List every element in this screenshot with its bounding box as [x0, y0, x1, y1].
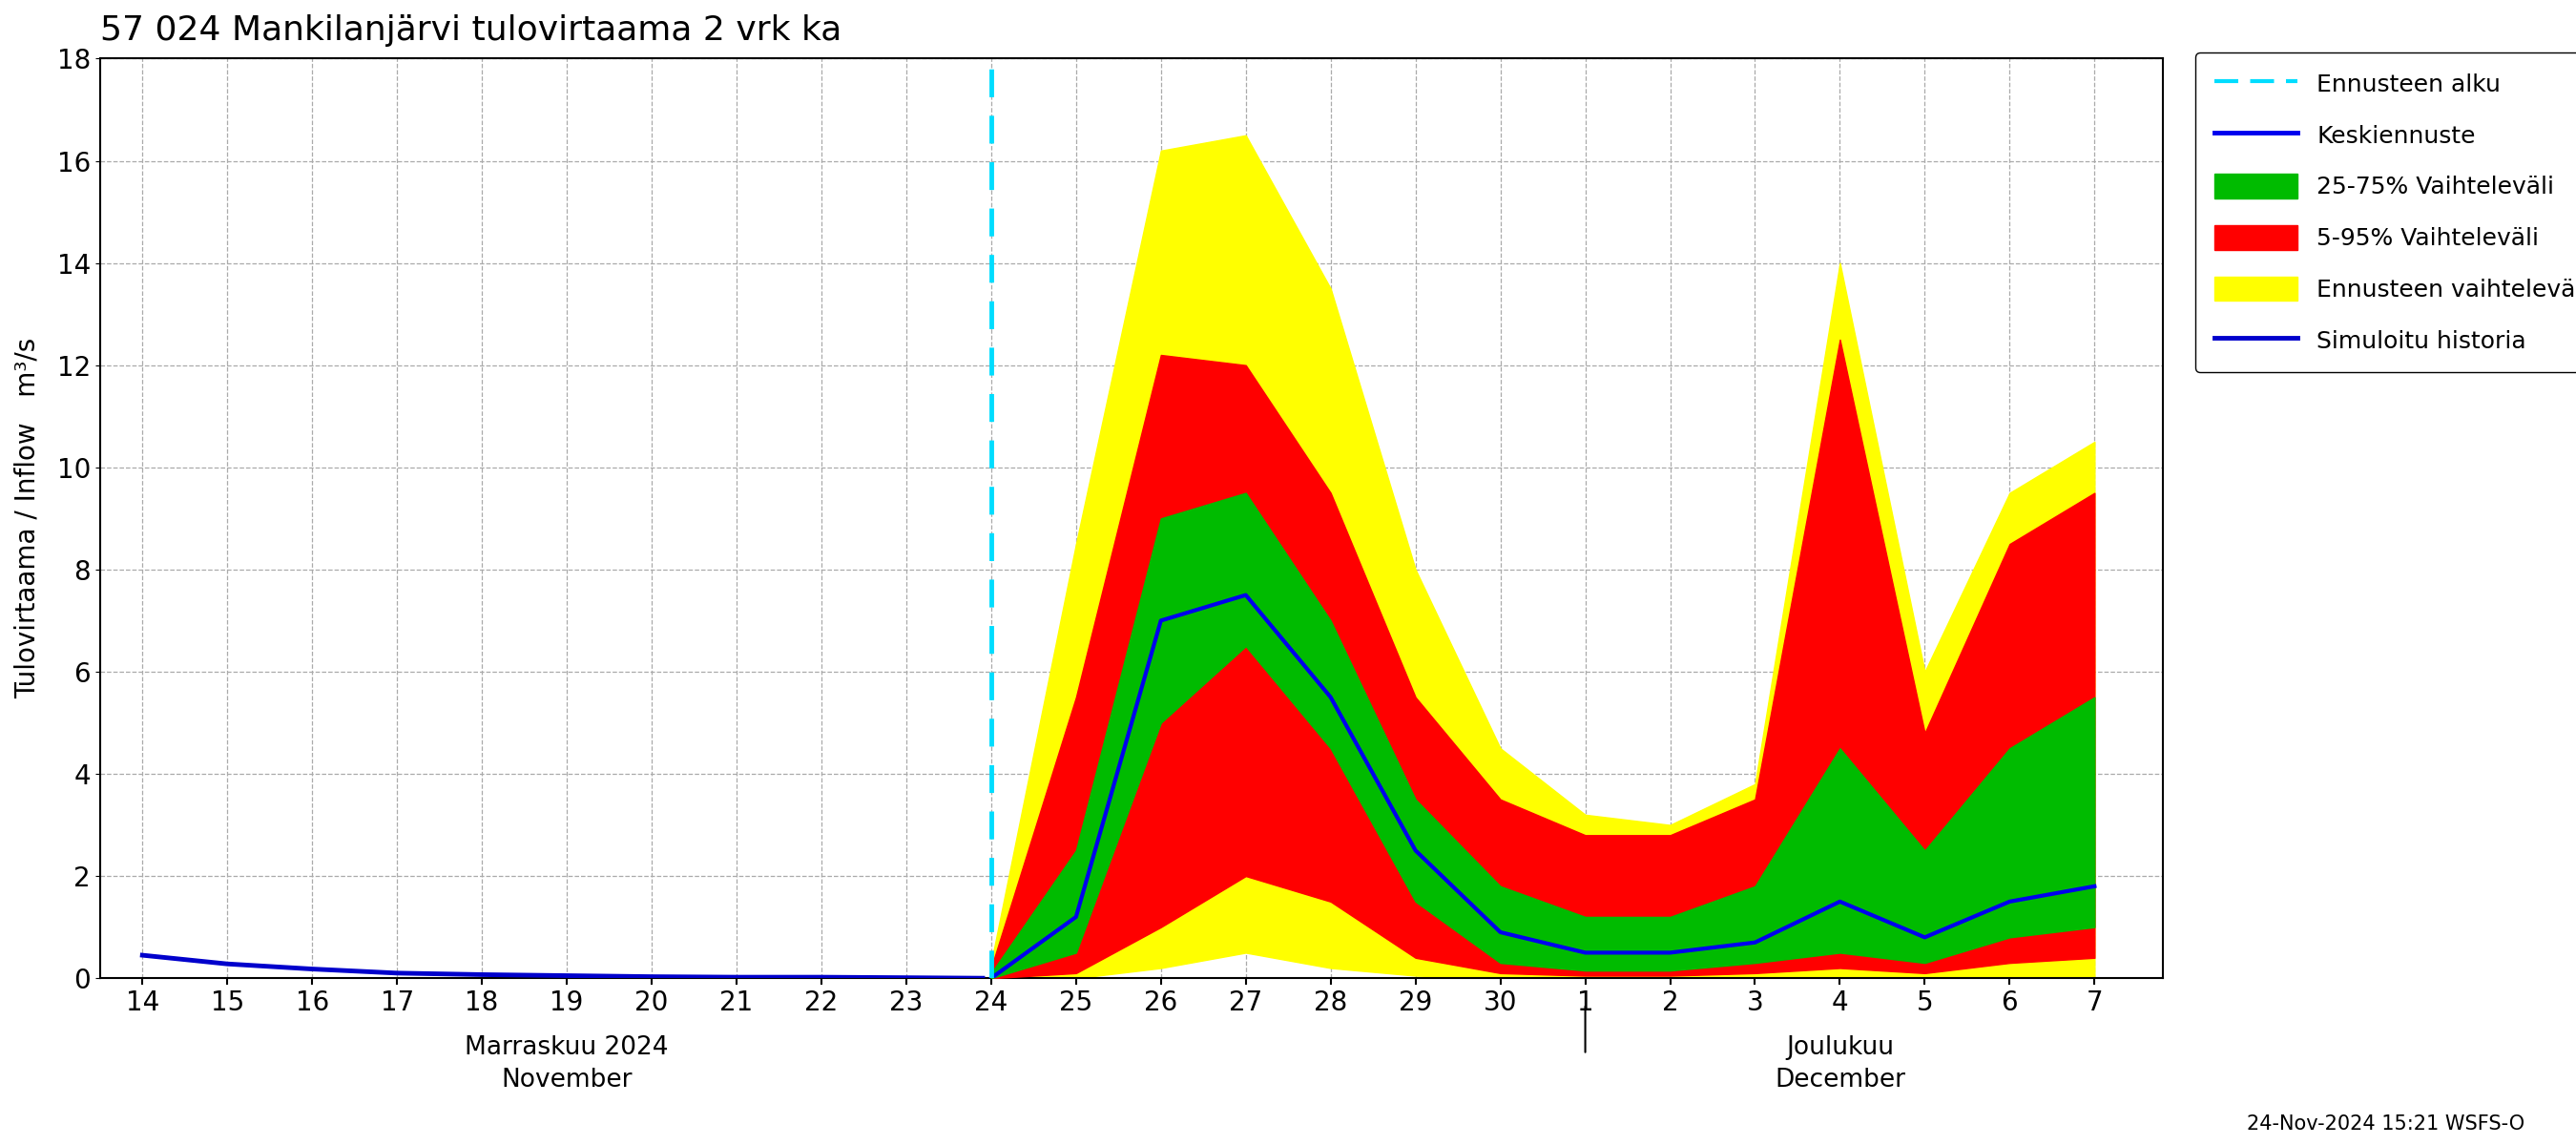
Text: 24-Nov-2024 15:21 WSFS-O: 24-Nov-2024 15:21 WSFS-O	[2246, 1114, 2524, 1134]
Y-axis label: Tulovirtaama / Inflow   m³/s: Tulovirtaama / Inflow m³/s	[15, 338, 41, 698]
Text: Joulukuu
December: Joulukuu December	[1775, 1035, 1906, 1092]
Text: Marraskuu 2024
November: Marraskuu 2024 November	[464, 1035, 670, 1092]
Legend: Ennusteen alku, Keskiennuste, 25-75% Vaihteleväli, 5-95% Vaihteleväli, Ennusteen: Ennusteen alku, Keskiennuste, 25-75% Vai…	[2195, 53, 2576, 372]
Text: 57 024 Mankilanjärvi tulovirtaama 2 vrk ka: 57 024 Mankilanjärvi tulovirtaama 2 vrk …	[100, 14, 842, 47]
